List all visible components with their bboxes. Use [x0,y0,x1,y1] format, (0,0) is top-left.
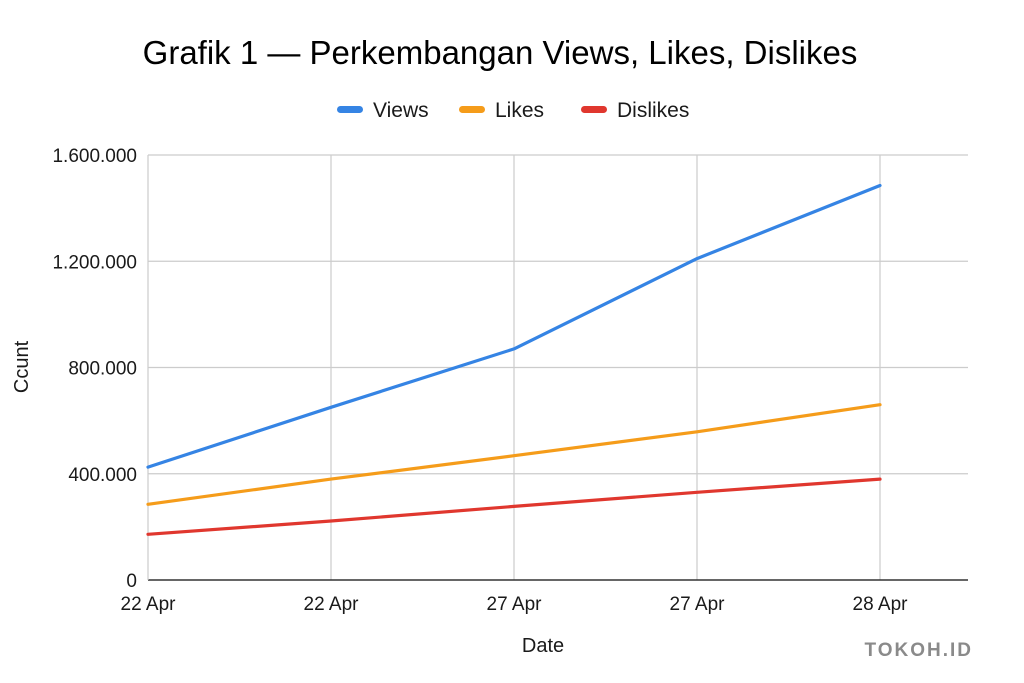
legend-swatch [581,106,607,113]
series-lines [146,183,882,536]
legend-label: Dislikes [617,99,689,122]
legend-swatch [459,106,485,113]
y-axis-ticks: 0 400.000 800.000 1.200.000 1.600.000 [52,146,137,592]
y-axis-title: Ccunt [11,340,33,393]
x-tick-label: 28 Apr [853,594,909,615]
x-axis-ticks: 22 Apr 22 Apr 27 Apr 27 Apr 28 Apr [121,594,909,615]
legend-item-likes: Likes [459,99,544,122]
x-axis-title: Date [522,635,564,657]
legend-label: Views [373,99,429,122]
legend: Views Likes Dislikes [337,99,689,122]
legend-item-views: Views [337,99,429,122]
legend-swatch [337,106,363,113]
legend-label: Likes [495,99,544,122]
x-tick-label: 22 Apr [304,594,360,615]
x-tick-label: 27 Apr [487,594,543,615]
series-line-likes [146,403,882,506]
legend-item-dislikes: Dislikes [581,99,689,122]
grid [147,154,968,581]
y-tick-label: 800.000 [68,359,137,380]
chart-title: Grafik 1 — Perkembangan Views, Likes, Di… [143,34,858,71]
series-line-views [146,183,882,469]
series-line-dislikes [146,477,882,536]
watermark-logo: TOKOH.ID [864,640,973,661]
y-tick-label: 400.000 [68,465,137,486]
x-tick-label: 22 Apr [121,594,177,615]
y-tick-label: 0 [126,571,137,592]
x-tick-label: 27 Apr [670,594,726,615]
y-tick-label: 1.600.000 [52,146,137,167]
y-tick-label: 1.200.000 [52,252,137,273]
